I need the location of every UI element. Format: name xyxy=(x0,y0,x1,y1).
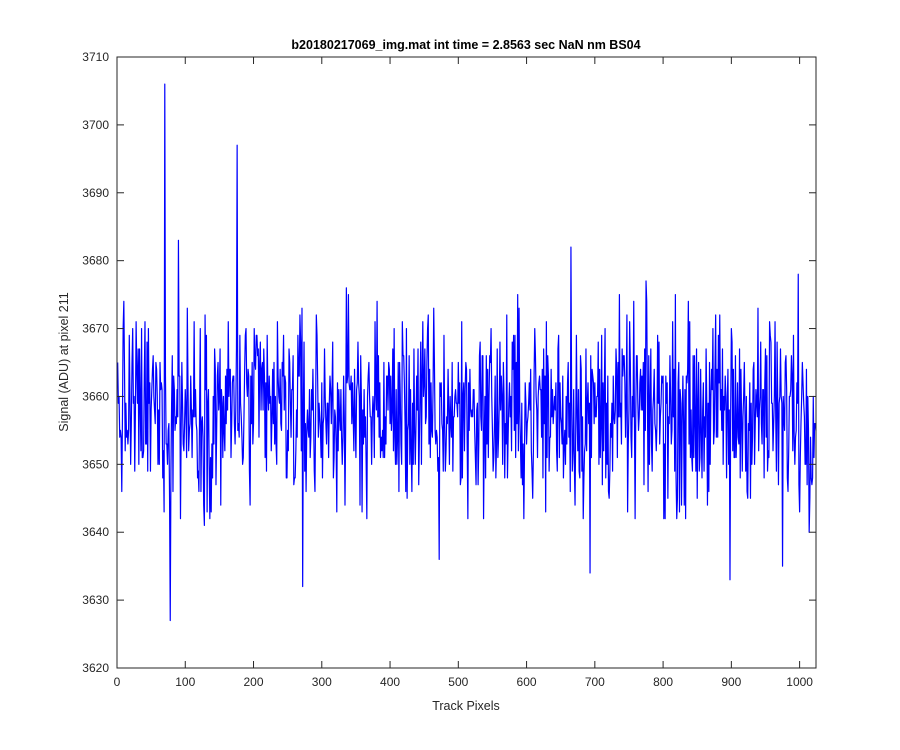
x-tick-label: 700 xyxy=(585,675,605,689)
x-tick-label: 1000 xyxy=(786,675,813,689)
signal-line xyxy=(117,83,817,622)
chart-title: b20180217069_img.mat int time = 2.8563 s… xyxy=(291,38,640,52)
y-tick-label: 3620 xyxy=(82,661,109,675)
x-axis-ticks: 0 100 200 300 400 500 600 700 800 900 1000 xyxy=(114,57,813,689)
x-tick-label: 800 xyxy=(653,675,673,689)
x-tick-label: 900 xyxy=(721,675,741,689)
y-tick-label: 3680 xyxy=(82,254,109,268)
series-layer xyxy=(117,83,817,622)
y-tick-label: 3710 xyxy=(82,50,109,64)
plot-background xyxy=(117,57,816,668)
x-tick-label: 200 xyxy=(244,675,264,689)
x-tick-label: 0 xyxy=(114,675,121,689)
x-tick-label: 300 xyxy=(312,675,332,689)
y-axis-ticks: 3620 3630 3640 3650 3660 3670 3680 3690 3700 3710 xyxy=(82,50,816,675)
y-tick-label: 3650 xyxy=(82,457,109,471)
y-tick-label: 3670 xyxy=(82,322,109,336)
x-axis-label: Track Pixels xyxy=(432,699,500,713)
x-tick-label: 100 xyxy=(175,675,195,689)
x-tick-label: 500 xyxy=(448,675,468,689)
x-tick-label: 400 xyxy=(380,675,400,689)
axes-box xyxy=(116,56,817,669)
y-tick-label: 3690 xyxy=(82,186,109,200)
y-tick-label: 3640 xyxy=(82,525,109,539)
y-tick-label: 3630 xyxy=(82,593,109,607)
x-tick-label: 600 xyxy=(517,675,537,689)
y-tick-label: 3700 xyxy=(82,118,109,132)
y-tick-label: 3660 xyxy=(82,389,109,403)
y-axis-label: Signal (ADU) at pixel 211 xyxy=(57,292,71,431)
